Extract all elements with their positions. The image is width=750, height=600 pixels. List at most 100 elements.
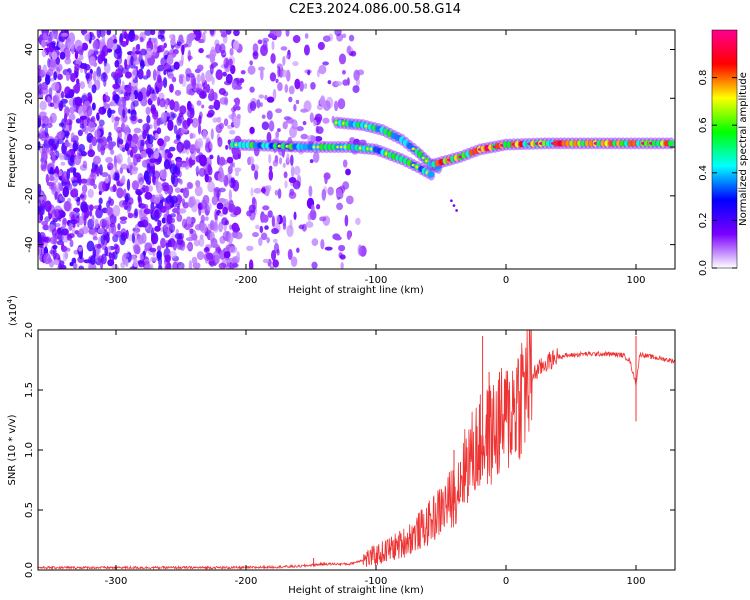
spectrogram-noise-cell (149, 263, 154, 269)
spectrogram-noise-cell (135, 188, 142, 196)
x-tick-label: -300 (105, 576, 128, 587)
spectrogram-noise-cell (41, 165, 47, 172)
spectrogram-noise-cell (140, 139, 145, 147)
spectrogram-noise-cell (289, 126, 297, 138)
spectrogram-noise-cell (350, 50, 357, 57)
spectrogram-noise-cell (288, 85, 295, 95)
spectrogram-noise-cell (69, 211, 76, 219)
spectrogram-noise-cell (310, 204, 315, 212)
spectrogram-noise-cell (227, 232, 234, 244)
spectrogram-noise-cell (53, 71, 58, 81)
spectrogram-noise-cell (150, 93, 158, 102)
spectrogram-noise-cell (180, 126, 185, 135)
spectrogram-noise-cell (41, 123, 46, 129)
spectrogram-noise-cell (131, 144, 138, 154)
spectrogram-noise-cell (220, 32, 228, 38)
spectrogram-noise-cell (255, 224, 260, 230)
spectrogram-noise-cell (46, 181, 55, 187)
spectrogram-noise-cell (140, 58, 145, 70)
spectrogram-noise-cell (269, 265, 274, 269)
spectrogram-noise-cell (90, 172, 96, 178)
spectrogram-noise-cell (197, 123, 202, 135)
spectrogram-noise-cell (216, 202, 224, 210)
colorbar-label: Normalized spectral amplitude (738, 72, 749, 226)
chart-title: C2E3.2024.086.00.58.G14 (288, 2, 462, 17)
spectrogram-noise-cell (93, 183, 97, 190)
spectrogram-noise-cell (114, 60, 120, 68)
spectrogram-noise-cell (152, 175, 157, 186)
spectrogram-noise-cell (134, 208, 138, 217)
colorbar-tick-label: 0.2 (698, 212, 709, 228)
spectrogram-noise-cell (100, 145, 105, 156)
spectrogram-noise-cell (107, 107, 112, 119)
spectrogram-noise-cell (76, 178, 81, 184)
spectrogram-noise-cell (327, 80, 332, 85)
spectrogram-noise-cell (282, 162, 286, 168)
spectrogram-noise-cell (103, 59, 107, 67)
spectrogram-noise-cell (67, 197, 72, 203)
spectrogram-noise-cell (275, 30, 282, 38)
colorbar-tick-label: 0.4 (698, 165, 709, 181)
spectrogram-noise-cell (334, 30, 342, 37)
spectrogram-noise-cell (225, 262, 232, 269)
spectrogram-noise-cell (252, 231, 259, 238)
spectrogram-noise-cell (167, 152, 173, 159)
spectrogram-noise-cell (108, 252, 113, 260)
spectrogram-noise-cell (87, 188, 94, 198)
spectrogram-noise-cell (194, 224, 202, 231)
spectrogram-noise-cell (157, 74, 162, 84)
spectrogram-noise-cell (206, 112, 214, 118)
spectrogram-noise-cell (114, 163, 118, 171)
spectrogram-noise-cell (41, 220, 49, 226)
spectrogram-noise-cell (149, 87, 154, 95)
spectrogram-noise-cell (303, 83, 308, 90)
spectrogram-noise-cell (65, 119, 73, 126)
spectrogram-noise-cell (39, 199, 46, 211)
spectrogram-noise-cell (315, 125, 320, 134)
spectrogram-noise-cell (114, 68, 123, 78)
spectrogram-noise-cell (72, 207, 81, 213)
spectrogram-noise-cell (113, 243, 118, 250)
spectrogram-noise-cell (176, 134, 180, 139)
spectrogram-noise-cell (101, 45, 109, 57)
spectrogram-ylabel: Frequency (Hz) (7, 112, 18, 188)
spectrogram-noise-cell (107, 166, 112, 171)
spectrogram-noise-cell (277, 188, 282, 199)
spectrogram-noise-cell (131, 180, 140, 191)
spectrogram-noise-cell (39, 111, 48, 116)
spectrogram-noise-cell (312, 151, 320, 163)
spectrogram-noise-cell (96, 166, 100, 177)
spectrogram-noise-cell (57, 182, 61, 194)
spectrogram-noise-cell (178, 75, 184, 85)
spectrogram-noise-cell (163, 69, 167, 76)
spectrogram-noise-cell (236, 251, 241, 262)
spectrogram-noise-cell (74, 51, 79, 60)
spectrogram-noise-cell (308, 185, 313, 197)
spectrogram-noise-cell (133, 230, 139, 237)
spectrogram-noise-cell (222, 198, 230, 209)
spectrogram-noise-cell (198, 167, 206, 177)
spectrogram-noise-cell (319, 216, 327, 222)
spectrogram-noise-cell (188, 259, 193, 269)
spectrogram-noise-cell (292, 61, 299, 67)
y-tick-label: 1.5 (24, 382, 35, 398)
spectrogram-noise-cell (288, 191, 297, 200)
spectrogram-noise-cell (202, 129, 208, 140)
x-tick-label: 0 (503, 275, 509, 286)
spectrogram-noise-cell (60, 161, 66, 166)
spectrogram-noise-cell (48, 60, 57, 72)
spectrogram-noise-cell (310, 82, 316, 90)
spectrogram-noise-cell (352, 85, 360, 94)
spectrogram-noise-cell (186, 89, 194, 96)
spectrogram-noise-cell (51, 209, 57, 222)
spectrogram-noise-cell (232, 223, 240, 234)
spectrogram-noise-cell (113, 48, 122, 60)
x-tick-label: -200 (235, 576, 258, 587)
spectrogram-noise-cell (165, 242, 170, 249)
spectrogram-noise-cell (111, 114, 115, 123)
spectrogram-noise-cell (198, 48, 204, 54)
spectrogram-noise-cell (282, 121, 288, 130)
spectrogram-noise-cell (271, 215, 276, 228)
spectrogram-noise-cell (219, 97, 228, 105)
spectrogram-noise-cell (223, 251, 231, 259)
